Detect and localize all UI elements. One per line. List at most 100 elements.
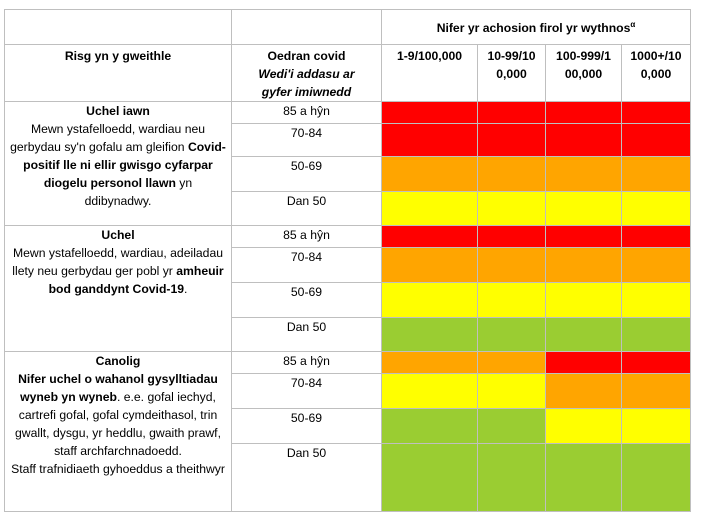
risk-color-cell-orange (545, 373, 622, 409)
table-row: Dan 50 (5, 443, 691, 512)
risk-cell: Uchel iawn Mewn ystafelloedd, wardiau neu… (4, 101, 232, 226)
risk-color-cell-green (477, 443, 546, 512)
age-col-header: Oedran covid Wedi'i addasu ar gyfer imiw… (231, 44, 382, 102)
age-cell: 50-69 (231, 156, 382, 192)
risk-color-cell-orange (545, 247, 622, 283)
age-cell: 85 a hŷn (231, 225, 382, 248)
risk-color-cell-orange (477, 351, 546, 374)
risk-color-cell-red (477, 101, 546, 124)
risk-color-cell-green (545, 317, 622, 352)
risk-title: Uchel (101, 228, 135, 242)
risk-color-cell-yellow (477, 191, 546, 226)
risk-color-cell-red (477, 123, 546, 157)
risk-color-cell-yellow (545, 408, 622, 444)
risk-color-cell-red (545, 225, 622, 248)
table-row: Canolig Nifer uchel o wahanol gysylltiada… (4, 351, 691, 512)
risk-color-cell-orange (381, 156, 478, 192)
table-row: 50-69 (5, 282, 691, 318)
age-cell: 50-69 (231, 408, 382, 444)
risk-color-cell-green (621, 317, 691, 352)
risk-description-part: . (184, 282, 188, 296)
risk-color-cell-green (381, 408, 478, 444)
age-cell: Dan 50 (231, 191, 382, 226)
risk-cell: Canolig Nifer uchel o wahanol gysylltiada… (4, 351, 232, 512)
risk-color-cell-red (477, 225, 546, 248)
table-row: Uchel Mewn ystafelloedd, wardiau, adeilad… (4, 225, 691, 352)
risk-title: Uchel iawn (86, 104, 150, 118)
risk-color-cell-yellow (477, 282, 546, 318)
risk-color-cell-green (477, 408, 546, 444)
table-row: Dan 50 (5, 191, 691, 226)
risk-col-header: Risg yn y gweithle (4, 44, 232, 102)
table-row: 70-84 (5, 373, 691, 409)
risk-description-part: Nifer uchel o wahanol gysylltiadau wyneb… (18, 372, 218, 404)
rate-col-1: 1-9/100,000 (381, 44, 478, 102)
table-row: 70-84 (5, 247, 691, 283)
nifer-header: Nifer yr achosion firol yr wythnosα (381, 9, 691, 45)
age-cell: 85 a hŷn (231, 351, 382, 374)
risk-color-cell-yellow (621, 282, 691, 318)
risk-color-cell-yellow (545, 282, 622, 318)
risk-extra: Staff trafnidiaeth gyhoeddus a theithwyr (11, 462, 225, 476)
age-cell: 70-84 (231, 247, 382, 283)
risk-color-cell-red (381, 123, 478, 157)
risk-color-cell-orange (477, 156, 546, 192)
table-row: Dan 50 (5, 317, 691, 352)
rate-col-2: 10-99/100,000 (477, 44, 546, 102)
risk-color-cell-red (621, 351, 691, 374)
rate-col-3: 100-999/100,000 (545, 44, 622, 102)
table-row: 50-69 (5, 156, 691, 192)
risk-description: Mewn ystafelloedd, wardiau neu gerbydau … (9, 120, 227, 210)
nifer-label: Nifer yr achosion firol yr wythnos (436, 21, 631, 36)
risk-color-cell-orange (621, 247, 691, 283)
risk-title: Canolig (95, 354, 141, 368)
risk-cell: Uchel Mewn ystafelloedd, wardiau, adeilad… (4, 225, 232, 352)
age-cell: 85 a hŷn (231, 101, 382, 124)
risk-description-part: Mewn ystafelloedd, wardiau, adeiladau ll… (12, 246, 224, 278)
risk-color-cell-green (477, 317, 546, 352)
risk-color-cell-red (381, 225, 478, 248)
corner-cell-2 (231, 9, 382, 45)
table-row: 50-69 (5, 408, 691, 444)
risk-color-cell-yellow (381, 373, 478, 409)
nifer-sup: α (630, 20, 636, 30)
risk-color-cell-green (545, 443, 622, 512)
risk-color-cell-red (621, 101, 691, 124)
risk-description-part: amheuir bod ganddynt Covid-19 (48, 264, 224, 296)
age-cell: Dan 50 (231, 443, 382, 512)
risk-description-part: . e.e. gofal iechyd, cartrefi gofal, gof… (15, 390, 221, 458)
age-cell: Dan 50 (231, 317, 382, 352)
risk-color-cell-orange (621, 373, 691, 409)
risk-color-cell-red (621, 123, 691, 157)
risk-color-cell-red (545, 101, 622, 124)
age-cell: 70-84 (231, 373, 382, 409)
risk-description-part: yn ddibynadwy. (84, 176, 193, 208)
rate-col-4: 1000+/100,000 (621, 44, 691, 102)
risk-color-cell-yellow (477, 373, 546, 409)
risk-color-cell-yellow (621, 408, 691, 444)
risk-color-cell-red (381, 101, 478, 124)
risk-color-cell-orange (477, 247, 546, 283)
age-cell: 50-69 (231, 282, 382, 318)
risk-table: Nifer yr achosion firol yr wythnosα Risg… (4, 9, 691, 512)
corner-cell (4, 9, 232, 45)
risk-color-cell-red (545, 351, 622, 374)
risk-color-cell-orange (545, 156, 622, 192)
table-row: Uchel iawn Mewn ystafelloedd, wardiau neu… (4, 101, 691, 226)
risk-color-cell-red (621, 225, 691, 248)
risk-color-cell-yellow (381, 191, 478, 226)
risk-color-cell-yellow (381, 282, 478, 318)
risk-color-cell-orange (621, 156, 691, 192)
risk-color-cell-orange (381, 247, 478, 283)
risk-color-cell-yellow (621, 191, 691, 226)
risk-color-cell-green (381, 443, 478, 512)
risk-description-part: Mewn ystafelloedd, wardiau neu gerbydau … (10, 122, 206, 154)
risk-color-cell-yellow (545, 191, 622, 226)
risk-description-part: Covid-positif lle ni ellir gwisgo cyfarp… (23, 140, 226, 190)
risk-color-cell-green (621, 443, 691, 512)
risk-description: Mewn ystafelloedd, wardiau, adeiladau ll… (9, 244, 227, 298)
table-row: 70-84 (5, 123, 691, 157)
age-cell: 70-84 (231, 123, 382, 157)
risk-description: Nifer uchel o wahanol gysylltiadau wyneb… (9, 370, 227, 460)
risk-color-cell-red (545, 123, 622, 157)
